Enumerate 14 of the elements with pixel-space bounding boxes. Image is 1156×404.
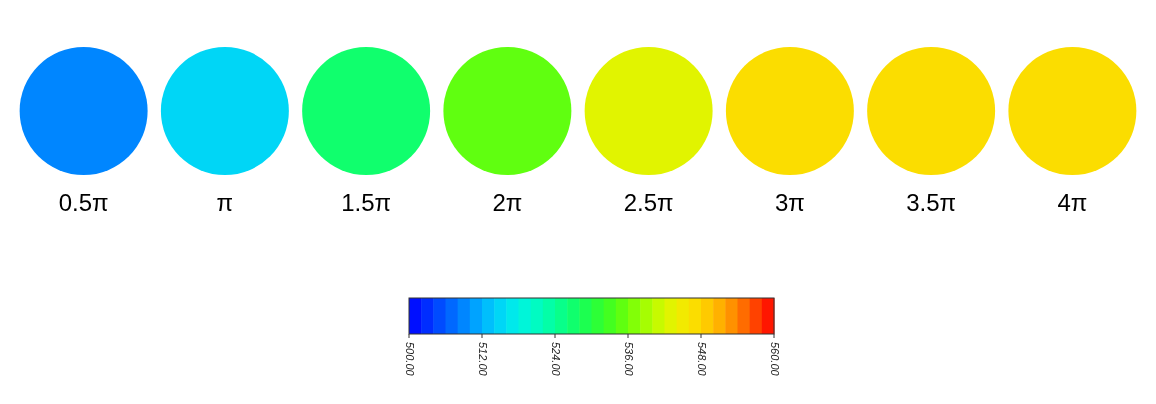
color-bar-label: 560.00 [769, 342, 782, 377]
x-tick-label: 2.5π [623, 189, 674, 216]
color-bar-label: 536.00 [623, 342, 636, 377]
color-bar-label: 500.00 [404, 342, 417, 377]
color-bar-label: 524.00 [550, 342, 563, 377]
color-bar-label: 512.00 [477, 342, 490, 377]
x-tick-label: 3π [774, 189, 805, 216]
x-tick-label: 3.5π [906, 189, 957, 216]
x-tick-label: 2π [492, 189, 523, 216]
color-bar-label: 548.00 [696, 342, 709, 377]
x-tick-label: 1.5π [341, 189, 392, 216]
x-tick-label: 0.5π [58, 189, 109, 216]
x-tick-label: π [216, 189, 234, 216]
x-tick-label: 4π [1057, 189, 1088, 216]
